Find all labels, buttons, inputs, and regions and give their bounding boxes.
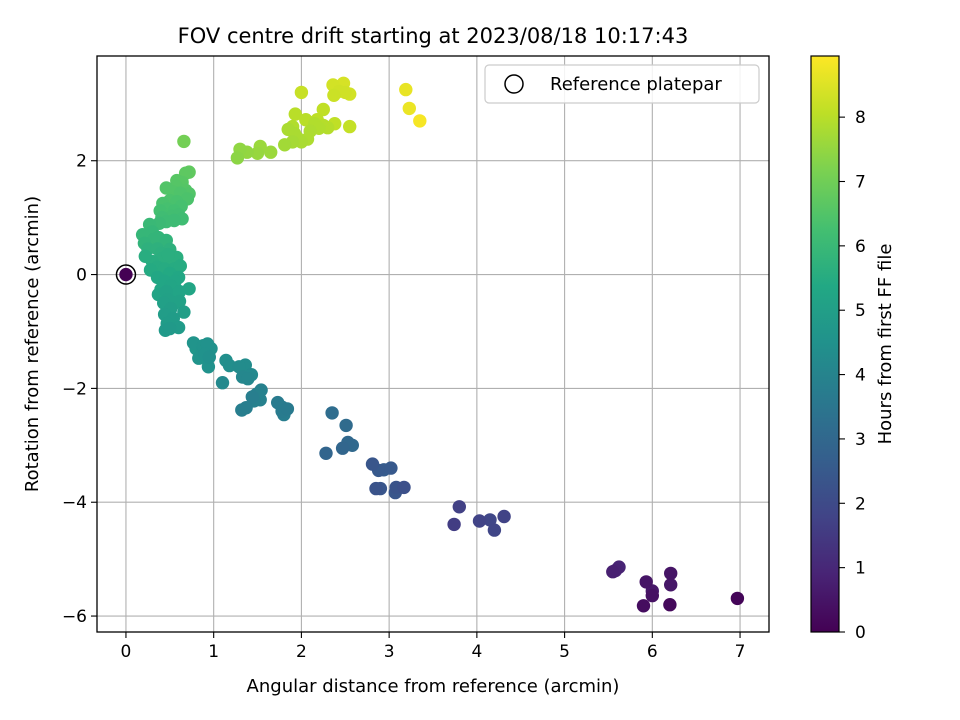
chart-title: FOV centre drift starting at 2023/08/18 … bbox=[178, 24, 689, 48]
data-point bbox=[452, 500, 466, 514]
y-tick-label: 2 bbox=[76, 152, 87, 172]
data-point bbox=[264, 145, 278, 159]
reference-marker bbox=[115, 264, 137, 285]
data-point bbox=[497, 509, 511, 524]
colorbar-tick-label: 3 bbox=[855, 430, 866, 450]
data-point bbox=[365, 457, 380, 471]
data-point bbox=[161, 247, 175, 262]
data-point bbox=[159, 181, 173, 195]
data-point bbox=[327, 88, 341, 103]
y-tick-label: 0 bbox=[76, 266, 87, 286]
data-point bbox=[239, 401, 253, 415]
colorbar-tick-label: 4 bbox=[855, 366, 866, 386]
data-point bbox=[250, 146, 265, 160]
data-point bbox=[325, 406, 339, 420]
data-point bbox=[316, 102, 330, 117]
data-point bbox=[472, 514, 487, 528]
data-point bbox=[280, 402, 295, 416]
x-tick-label: 1 bbox=[208, 642, 219, 662]
data-point bbox=[281, 122, 295, 137]
y-axis-label: Rotation from reference (arcmin) bbox=[22, 196, 43, 492]
y-tick-label: −2 bbox=[62, 379, 87, 399]
data-point bbox=[167, 213, 181, 228]
x-tick-label: 2 bbox=[296, 642, 307, 662]
data-point bbox=[413, 114, 427, 128]
data-point bbox=[172, 284, 187, 299]
data-point bbox=[172, 294, 187, 308]
data-point bbox=[288, 107, 302, 121]
data-point bbox=[369, 481, 383, 496]
data-point bbox=[173, 259, 187, 273]
x-tick-label: 3 bbox=[384, 642, 395, 662]
colorbar-tick-label: 5 bbox=[855, 301, 866, 321]
data-point bbox=[399, 82, 413, 97]
data-point bbox=[664, 566, 678, 581]
data-point bbox=[230, 151, 245, 165]
legend-marker bbox=[504, 74, 524, 94]
data-point bbox=[303, 124, 317, 138]
grid-lines bbox=[97, 56, 769, 632]
x-tick-label: 6 bbox=[647, 642, 658, 662]
data-point bbox=[177, 134, 191, 149]
data-point bbox=[343, 119, 357, 134]
plot-frame bbox=[96, 55, 770, 633]
data-point bbox=[241, 372, 255, 386]
x-tick-label: 7 bbox=[735, 642, 746, 662]
data-point bbox=[487, 523, 502, 537]
colorbar-tick-label: 0 bbox=[855, 623, 866, 643]
data-point bbox=[335, 441, 350, 455]
data-point bbox=[636, 599, 651, 613]
data-point bbox=[639, 575, 653, 589]
data-point bbox=[402, 101, 416, 116]
data-point bbox=[338, 85, 352, 100]
data-point bbox=[278, 138, 292, 152]
x-axis-label: Angular distance from reference (arcmin) bbox=[247, 676, 620, 697]
data-point bbox=[606, 565, 620, 579]
data-point bbox=[163, 321, 177, 336]
y-tick-label: −6 bbox=[62, 607, 87, 627]
reference-point bbox=[119, 267, 133, 282]
legend: Reference platepar bbox=[484, 64, 760, 104]
data-point bbox=[663, 598, 677, 612]
data-point bbox=[138, 249, 152, 263]
data-point bbox=[339, 418, 353, 433]
data-point bbox=[730, 591, 745, 606]
data-point bbox=[232, 360, 246, 374]
colorbar: 0 1 2 3 4 5 6 7 8 Hours from first FF file bbox=[810, 55, 896, 643]
colorbar-tick-label: 2 bbox=[855, 494, 866, 514]
data-point bbox=[483, 513, 497, 527]
legend-label: Reference platepar bbox=[550, 74, 722, 95]
data-point bbox=[319, 446, 333, 460]
data-point bbox=[215, 376, 230, 390]
colorbar-tick-label: 7 bbox=[855, 172, 866, 192]
data-point bbox=[245, 390, 259, 404]
colorbar-tick-label: 8 bbox=[855, 108, 866, 128]
colorbar-tick-label: 6 bbox=[855, 237, 866, 257]
y-tick-label: −4 bbox=[62, 493, 87, 513]
data-point bbox=[645, 588, 659, 603]
colorbar-gradient bbox=[810, 55, 840, 633]
x-tick-label: 4 bbox=[471, 642, 482, 662]
data-point bbox=[384, 461, 398, 475]
scatter-points bbox=[115, 76, 745, 613]
data-point bbox=[294, 85, 309, 100]
colorbar-tick-label: 1 bbox=[855, 559, 866, 579]
legend-box bbox=[484, 64, 760, 104]
data-point bbox=[447, 517, 461, 532]
data-point bbox=[397, 480, 411, 495]
x-tick-label: 5 bbox=[559, 642, 570, 662]
data-point bbox=[200, 337, 215, 351]
data-point bbox=[202, 350, 216, 364]
x-tick-label: 0 bbox=[121, 642, 132, 662]
data-point bbox=[201, 360, 216, 374]
colorbar-label: Hours from first FF file bbox=[875, 244, 896, 445]
data-point bbox=[177, 305, 191, 319]
axis-ticks: 0 1 2 3 4 5 6 7 2 0 −2 −4 −6 bbox=[62, 152, 746, 662]
data-point bbox=[664, 578, 678, 592]
colorbar-ticks: 0 1 2 3 4 5 6 7 8 bbox=[839, 108, 866, 643]
